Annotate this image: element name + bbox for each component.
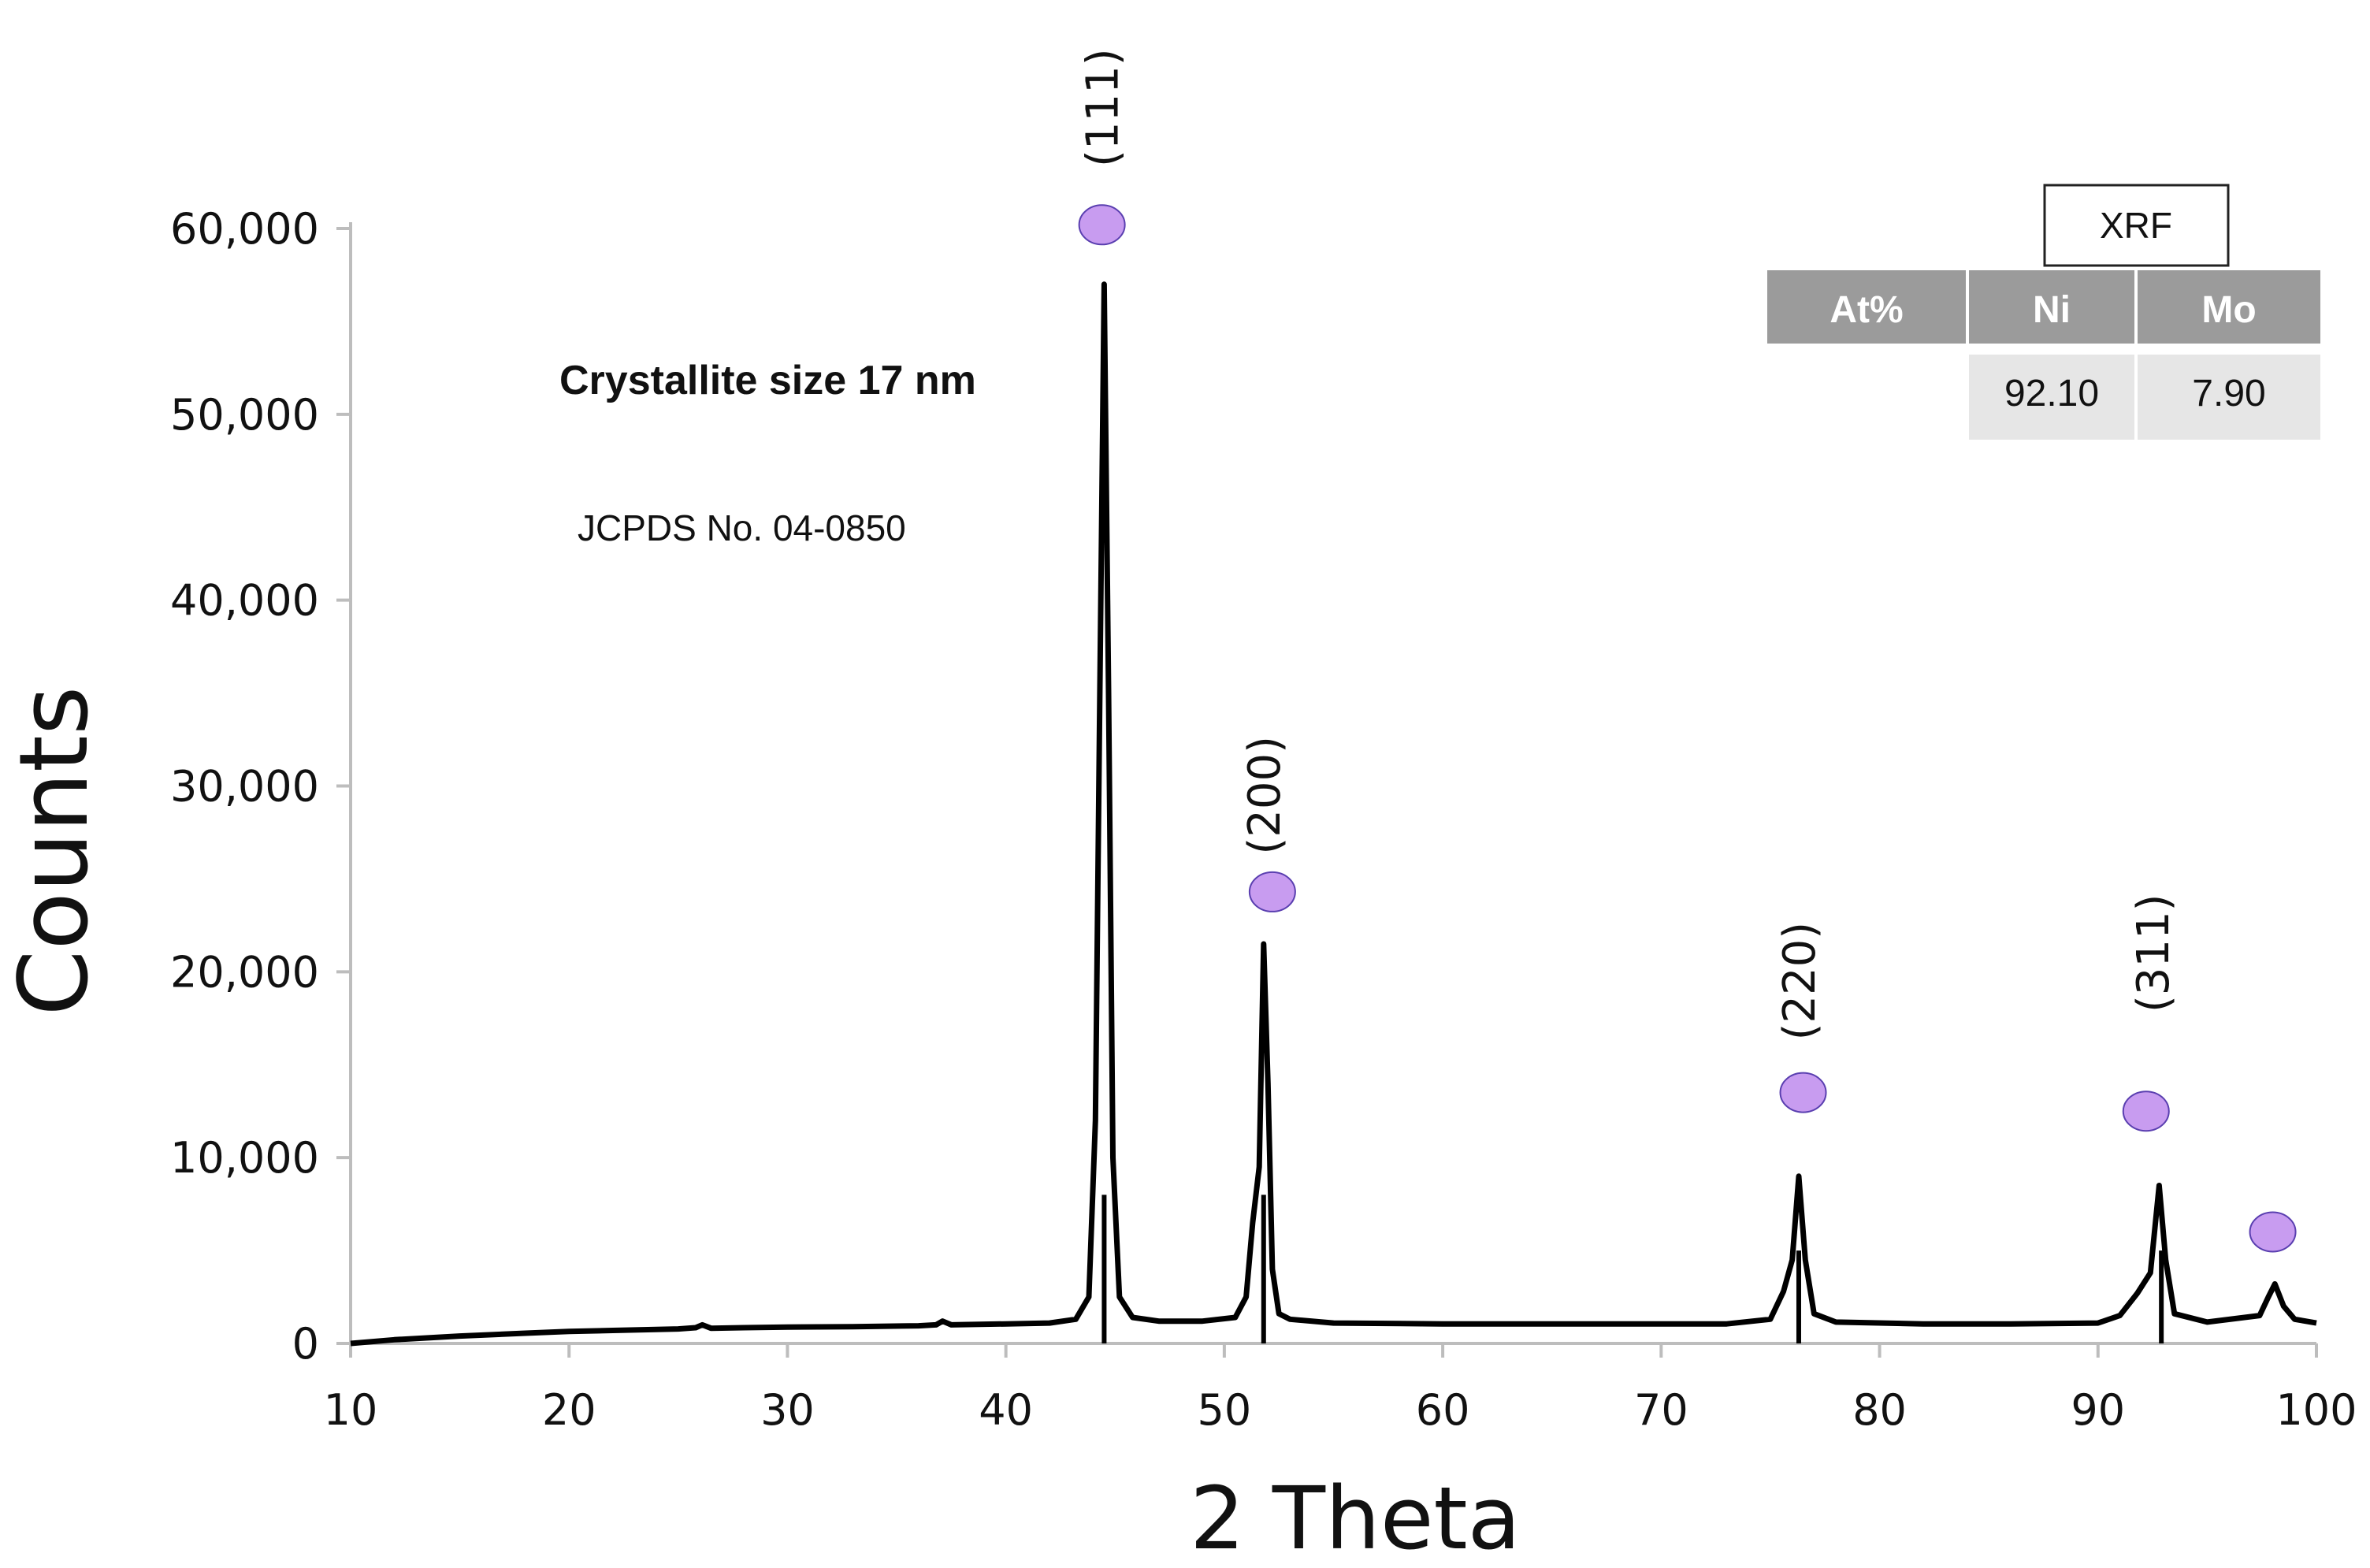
x-tick-label: 90 bbox=[2071, 1385, 2125, 1435]
y-tick-label: 40,000 bbox=[170, 576, 319, 626]
peak-marker bbox=[2249, 1211, 2297, 1253]
xrf-header-cell bbox=[2138, 270, 2320, 344]
y-axis: 0 10,000 20,000 30,000 40,000 50,000 60,000 bbox=[170, 204, 352, 1369]
peak-markers bbox=[1078, 204, 2297, 1253]
xrf-header-cell bbox=[1767, 270, 1966, 344]
xrd-series-line bbox=[350, 281, 2317, 1347]
y-tick-label: 60,000 bbox=[170, 204, 319, 254]
y-tick-label: 20,000 bbox=[170, 947, 319, 997]
y-axis-title: Counts bbox=[0, 686, 110, 1016]
y-tick-label: 10,000 bbox=[170, 1133, 319, 1183]
x-axis: 10 20 30 40 50 60 70 80 90 100 bbox=[324, 1342, 2357, 1435]
x-tick-label: 70 bbox=[1634, 1385, 1688, 1435]
peak-hkl-label: (220) bbox=[1774, 922, 1826, 1041]
xrf-title-box bbox=[2043, 184, 2230, 267]
x-tick-label: 80 bbox=[1852, 1385, 1907, 1435]
xrf-title: XRF bbox=[2100, 205, 2172, 246]
x-tick-label: 100 bbox=[2275, 1385, 2357, 1435]
peak-hkl-label: (200) bbox=[1239, 736, 1291, 855]
xrf-value-cell bbox=[1969, 355, 2134, 440]
peak-hkl-label: (111) bbox=[1078, 48, 1129, 167]
x-tick-label: 30 bbox=[760, 1385, 815, 1435]
peak-labels: (111) (200) (220) (311) bbox=[1078, 48, 2179, 1040]
xrf-value-mo: 7.90 bbox=[2192, 373, 2265, 414]
x-tick-label: 20 bbox=[542, 1385, 596, 1435]
x-tick-label: 40 bbox=[979, 1385, 1033, 1435]
x-tick-label: 10 bbox=[324, 1385, 378, 1435]
xrf-table: XRF At% Ni Mo 92.10 7.90 bbox=[1767, 184, 2320, 440]
xrf-header-cell bbox=[1969, 270, 2134, 344]
xrf-value-ni: 92.10 bbox=[2004, 373, 2099, 414]
peak-marker bbox=[2122, 1091, 2170, 1132]
y-tick-label: 50,000 bbox=[170, 390, 319, 440]
xrf-value-cell bbox=[2138, 355, 2320, 440]
y-tick-label: 0 bbox=[292, 1319, 319, 1369]
peak-marker bbox=[1248, 871, 1296, 912]
peak-marker bbox=[1078, 204, 1126, 246]
reference-lines bbox=[1101, 1195, 2164, 1343]
xrf-header-at: At% bbox=[1830, 289, 1903, 331]
xrf-header-mo: Mo bbox=[2201, 289, 2256, 331]
crystallite-size-annotation: Crystallite size 17 nm bbox=[559, 358, 976, 403]
x-axis-title: 2 Theta bbox=[1190, 1468, 1521, 1568]
x-tick-label: 50 bbox=[1198, 1385, 1252, 1435]
peak-marker bbox=[1779, 1072, 1827, 1113]
x-tick-label: 60 bbox=[1416, 1385, 1470, 1435]
y-tick-label: 30,000 bbox=[170, 762, 319, 812]
peak-hkl-label: (311) bbox=[2128, 894, 2179, 1013]
jcpds-annotation: JCPDS No. 04-0850 bbox=[578, 507, 906, 548]
xrf-header-ni: Ni bbox=[2033, 289, 2071, 331]
